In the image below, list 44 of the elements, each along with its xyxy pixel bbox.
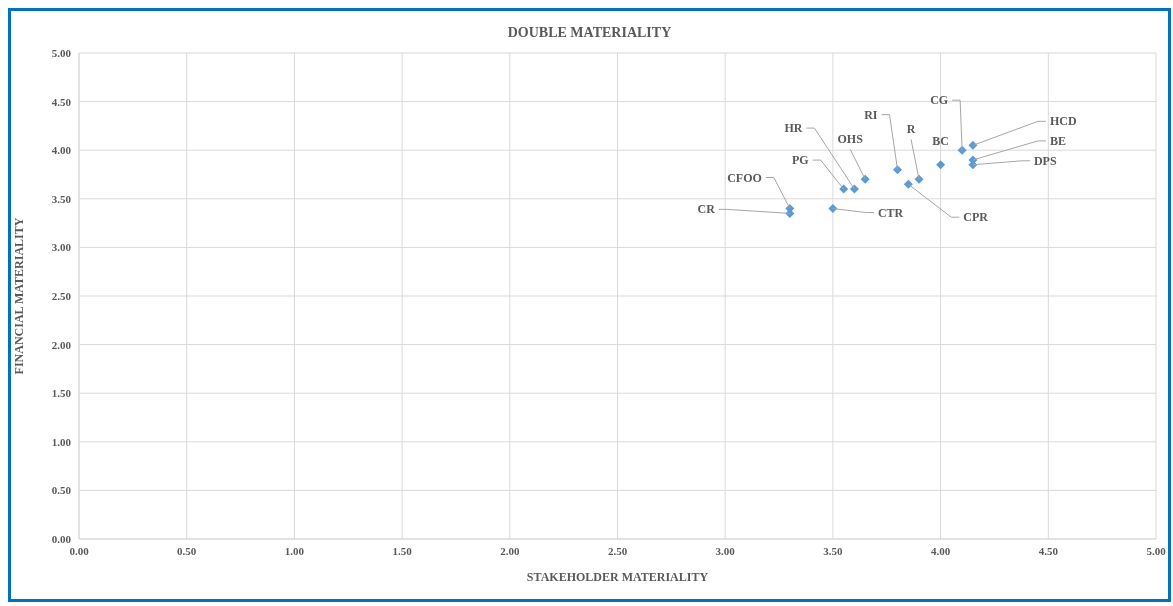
data-label: BC <box>932 133 949 148</box>
x-tick-label: 4.50 <box>1038 544 1059 557</box>
y-tick-label: 3.50 <box>51 192 72 205</box>
point <box>839 184 849 194</box>
x-tick-label: 3.50 <box>823 544 844 557</box>
y-tick-label: 1.50 <box>51 387 72 400</box>
data-label: CG <box>930 93 949 108</box>
point <box>860 174 870 184</box>
x-tick-label: 0.50 <box>177 544 197 557</box>
data-label: R <box>906 122 916 137</box>
x-axis-title: STAKEHOLDER MATERIALITY <box>526 570 709 584</box>
x-tick-label: 5.00 <box>1146 544 1167 557</box>
data-label: HR <box>784 121 803 136</box>
y-tick-label: 1.00 <box>51 435 72 448</box>
y-tick-label: 0.00 <box>51 532 72 545</box>
data-label: CPR <box>963 210 989 225</box>
x-tick-label: 0.00 <box>69 544 90 557</box>
x-tick-label: 4.00 <box>930 544 951 557</box>
data-label: CFOO <box>727 170 762 185</box>
data-label: RI <box>864 107 878 122</box>
point <box>936 160 946 170</box>
y-tick-label: 0.50 <box>51 484 72 497</box>
chart-title: DOUBLE MATERIALITY <box>506 25 673 41</box>
y-tick-label: 5.00 <box>51 46 72 59</box>
data-label: DPS <box>1033 153 1057 168</box>
y-tick-label: 4.00 <box>51 144 72 157</box>
x-tick-label: 1.50 <box>392 544 413 557</box>
data-label: BE <box>1049 133 1066 148</box>
y-tick-label: 3.00 <box>51 241 72 254</box>
y-tick-label: 2.00 <box>51 338 72 351</box>
data-label: CTR <box>877 205 904 220</box>
x-tick-label: 3.00 <box>715 544 736 557</box>
data-label: HCD <box>1049 114 1077 129</box>
x-tick-label: 2.00 <box>500 544 520 557</box>
y-tick-label: 4.50 <box>51 95 72 108</box>
data-label: PG <box>792 153 809 168</box>
point <box>849 184 859 194</box>
data-label: CR <box>697 202 716 217</box>
data-label: OHS <box>837 132 864 147</box>
x-tick-label: 2.50 <box>607 544 628 557</box>
y-axis-title: FINANCIAL MATERIALITY <box>12 217 27 375</box>
point <box>828 204 838 214</box>
x-tick-label: 1.00 <box>284 544 305 557</box>
y-tick-label: 2.50 <box>51 289 72 302</box>
